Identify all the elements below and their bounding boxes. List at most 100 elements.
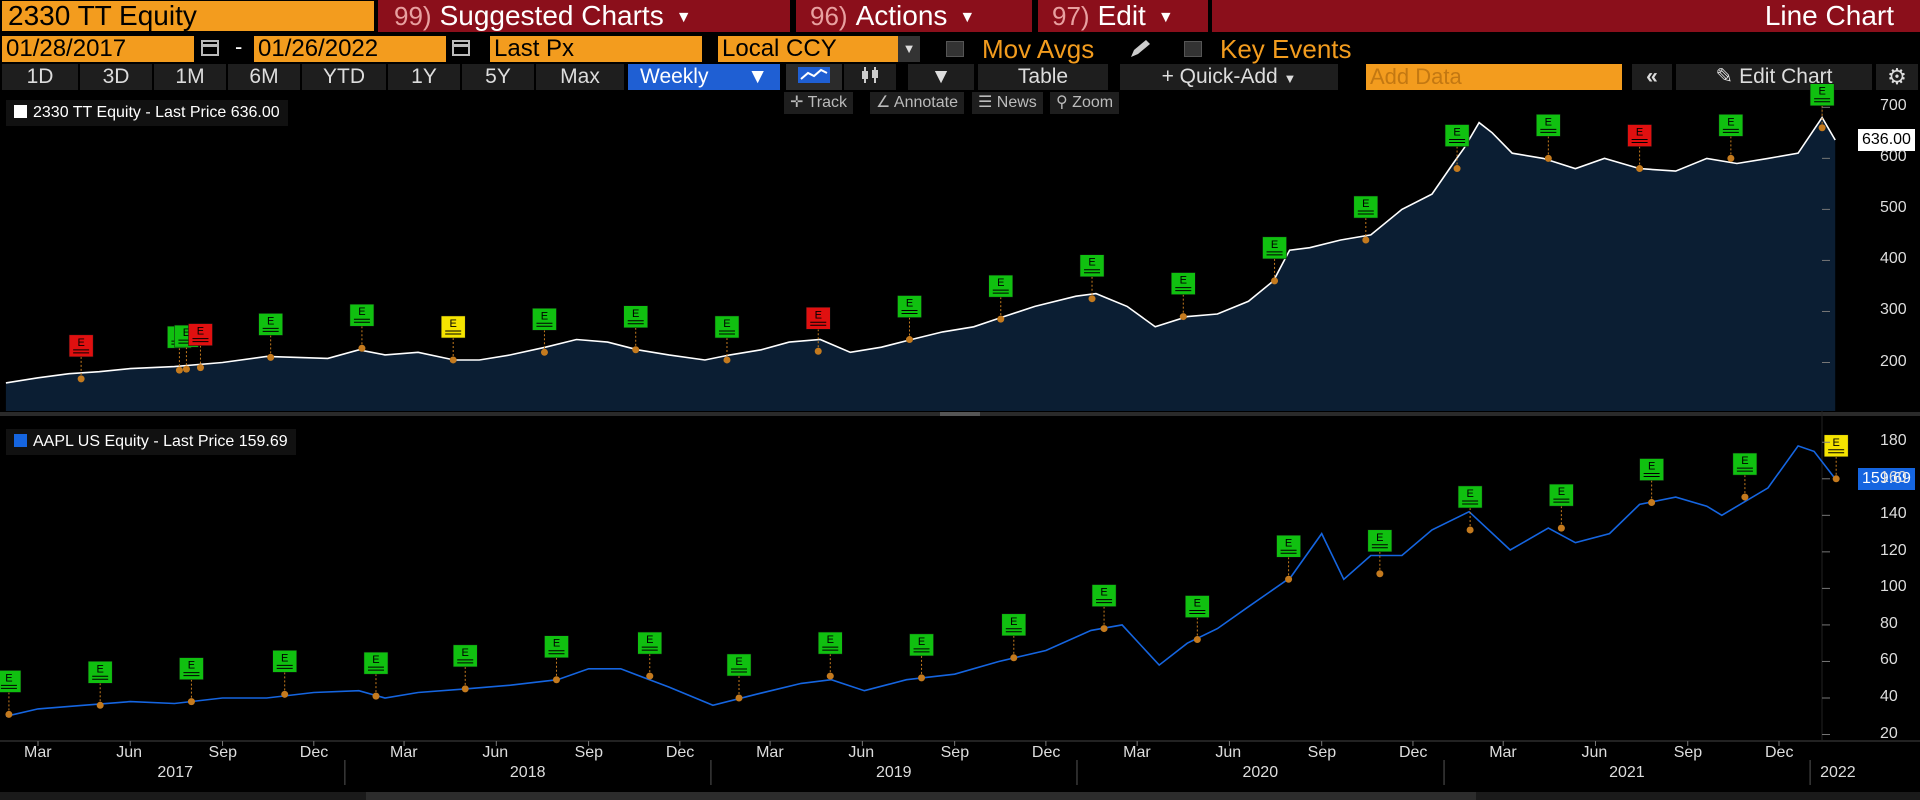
aapl-event-point bbox=[372, 692, 380, 700]
period-1y-button[interactable]: 1Y bbox=[388, 64, 460, 90]
key-events-checkbox[interactable] bbox=[1184, 41, 1202, 57]
x-tick-label: Sep bbox=[208, 744, 237, 761]
y-tick-label: 200 bbox=[1880, 352, 1907, 370]
aapl-event-point bbox=[96, 701, 104, 709]
tsmc-event-letter: E bbox=[1545, 116, 1552, 128]
ticker-field[interactable]: 2330 TT Equity bbox=[2, 1, 374, 31]
track-label: Track bbox=[807, 94, 847, 111]
tsmc-event-letter: E bbox=[1180, 275, 1187, 287]
x-tick-label: Jun bbox=[1581, 744, 1608, 761]
suggested-charts-menu[interactable]: 99) Suggested Charts ▼ bbox=[378, 0, 790, 32]
gear-icon[interactable]: ⚙ bbox=[1876, 64, 1918, 90]
aapl-event-letter: E bbox=[1466, 488, 1473, 500]
pencil-icon: ✎ bbox=[1715, 65, 1734, 88]
x-tick-label: Sep bbox=[940, 744, 970, 761]
tsmc-event-point bbox=[358, 344, 366, 352]
edit-chart-button[interactable]: ✎ Edit Chart bbox=[1676, 64, 1872, 90]
period-1d-button[interactable]: 1D bbox=[2, 64, 78, 90]
mov-avgs-checkbox[interactable] bbox=[946, 41, 964, 57]
tsmc-event-letter: E bbox=[1088, 257, 1095, 269]
aapl-event-marker bbox=[452, 644, 478, 668]
chevron-down-icon[interactable]: ▼ bbox=[908, 64, 974, 90]
tsmc-event-letter: E bbox=[815, 309, 822, 321]
aapl-event-letter: E bbox=[735, 656, 742, 668]
news-tool[interactable]: ☰ News bbox=[972, 92, 1043, 114]
period-ytd-button[interactable]: YTD bbox=[302, 64, 386, 90]
aapl-event-marker bbox=[1823, 434, 1849, 458]
aapl-event-letter: E bbox=[281, 652, 288, 664]
tsmc-last-price-tag: 636.00 bbox=[1858, 128, 1915, 151]
legend-swatch bbox=[14, 434, 27, 447]
aapl-event-point bbox=[918, 674, 926, 682]
period-1m-button[interactable]: 1M bbox=[154, 64, 226, 90]
calendar-icon[interactable] bbox=[452, 40, 470, 56]
tsmc-event-marker bbox=[68, 334, 94, 358]
tsmc-event-point bbox=[723, 356, 731, 364]
x-tick-label: Dec bbox=[665, 744, 695, 761]
aapl-event-point bbox=[1557, 524, 1565, 532]
table-button[interactable]: Table bbox=[978, 64, 1108, 90]
aapl-event-marker bbox=[1091, 584, 1117, 607]
x-tick-label: Dec bbox=[1398, 744, 1428, 761]
aapl-event-marker bbox=[909, 633, 934, 657]
tsmc-event-point bbox=[1088, 295, 1096, 303]
menu-label: Suggested Charts bbox=[439, 0, 664, 31]
x-tick-label: Jun bbox=[482, 744, 509, 761]
aapl-event-point bbox=[826, 672, 834, 680]
aapl-event-point bbox=[5, 710, 13, 718]
chevron-down-icon[interactable]: ▼ bbox=[898, 36, 920, 62]
track-tool[interactable]: ✛ Track bbox=[784, 92, 853, 114]
aapl-event-point bbox=[1466, 526, 1474, 534]
x-tick-label: Dec bbox=[299, 744, 329, 761]
edit-menu[interactable]: 97) Edit ▼ bbox=[1038, 0, 1208, 32]
period-5y-button[interactable]: 5Y bbox=[462, 64, 534, 90]
quick-add-label: + Quick-Add bbox=[1161, 65, 1278, 88]
start-date-field[interactable]: 01/28/2017 bbox=[2, 36, 194, 62]
tsmc-event-point bbox=[906, 336, 914, 344]
tsmc-event-point bbox=[1544, 154, 1552, 162]
period-3d-button[interactable]: 3D bbox=[80, 64, 152, 90]
tsmc-event-letter: E bbox=[1636, 127, 1643, 139]
aapl-event-marker bbox=[726, 653, 752, 677]
y-tick-label: 300 bbox=[1880, 301, 1907, 319]
tsmc-event-point bbox=[77, 375, 85, 383]
actions-menu[interactable]: 96) Actions ▼ bbox=[796, 0, 1032, 32]
menu-number: 96) bbox=[810, 1, 848, 31]
tsmc-event-point bbox=[1453, 165, 1461, 173]
aapl-event-point bbox=[1376, 570, 1384, 578]
currency-selector[interactable]: Local CCY bbox=[718, 36, 898, 62]
aapl-event-point bbox=[735, 694, 743, 702]
pencil-icon[interactable] bbox=[1128, 38, 1154, 65]
aapl-event-point bbox=[1285, 575, 1293, 583]
zoom-label: Zoom bbox=[1072, 94, 1114, 111]
collapse-left-icon[interactable]: « bbox=[1632, 64, 1672, 90]
tsmc-event-point bbox=[267, 353, 275, 361]
tsmc-event-marker bbox=[349, 303, 375, 327]
quick-add-button[interactable]: + Quick-Add ▼ bbox=[1120, 64, 1338, 90]
zoom-tool[interactable]: ⚲ Zoom bbox=[1050, 92, 1120, 114]
period-max-button[interactable]: Max bbox=[536, 64, 624, 90]
tsmc-event-letter: E bbox=[197, 326, 204, 338]
field-selector[interactable]: Last Px bbox=[490, 36, 702, 62]
settings-bar: 01/28/2017 - 01/26/2022 Last Px Local CC… bbox=[0, 34, 1920, 65]
end-date-field[interactable]: 01/26/2022 bbox=[254, 36, 446, 62]
x-tick-label: Mar bbox=[1123, 744, 1151, 761]
tsmc-legend: 2330 TT Equity - Last Price 636.00 bbox=[6, 100, 288, 126]
candlestick-icon[interactable] bbox=[844, 64, 896, 90]
aapl-event-letter: E bbox=[1010, 616, 1017, 628]
tsmc-event-marker bbox=[258, 313, 283, 336]
line-chart-icon[interactable] bbox=[786, 64, 842, 90]
tsmc-event-marker bbox=[988, 274, 1014, 298]
tsmc-event-marker bbox=[1353, 195, 1379, 219]
frequency-dropdown[interactable]: Weekly ▼ bbox=[628, 64, 780, 90]
tsmc-event-letter: E bbox=[267, 315, 274, 327]
add-data-input[interactable]: Add Data bbox=[1366, 64, 1622, 90]
aapl-event-marker bbox=[1732, 452, 1758, 476]
aapl-event-point bbox=[1741, 493, 1749, 501]
period-6m-button[interactable]: 6M bbox=[228, 64, 300, 90]
y-tick-label: 80 bbox=[1880, 614, 1898, 632]
tsmc-event-letter: E bbox=[541, 310, 548, 322]
annotate-tool[interactable]: ∠ Annotate bbox=[870, 92, 964, 114]
calendar-icon[interactable] bbox=[201, 40, 219, 56]
